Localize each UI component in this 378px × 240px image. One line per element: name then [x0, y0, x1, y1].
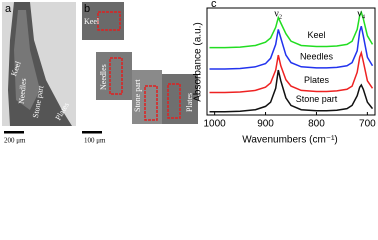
spectra-chart: c Wavenumbers (cm⁻¹) Absorbance (a.u.) 1… — [193, 0, 377, 146]
peak-annotation: ν₄ — [357, 8, 366, 19]
region-label: Needles — [99, 64, 108, 90]
region-label: Stone part — [133, 79, 142, 112]
page: {"panel_a": {"letter": "a", "labels": ["… — [2, 0, 377, 146]
region-label: Needles — [17, 78, 28, 104]
panel-letter: a — [5, 3, 12, 15]
x-tick-label: 800 — [308, 119, 325, 130]
panel-b: b Keel Needles Stone part Plates 100 μm — [82, 2, 198, 145]
x-tick-label: 700 — [359, 119, 376, 130]
shell-texture — [14, 10, 40, 110]
roi-box — [97, 11, 121, 31]
peak-annotation: ν₂ — [274, 8, 282, 19]
roi-box — [144, 85, 158, 121]
region-label: Keel — [84, 17, 100, 26]
panel-a: a Keel Needles Stone part Plates 200 μm — [2, 2, 76, 145]
roi-box — [167, 83, 181, 119]
scale-bar — [4, 131, 24, 134]
spectrum-line — [209, 50, 374, 94]
legend-label: Stone part — [296, 94, 338, 104]
scale-bar-label: 100 μm — [84, 137, 106, 145]
legend-label: Needles — [300, 51, 334, 61]
scale-bar — [82, 131, 102, 134]
y-axis-label: Absorbance (a.u.) — [193, 22, 204, 102]
x-tick-label: 900 — [257, 119, 274, 130]
figure: a Keel Needles Stone part Plates 200 μm … — [2, 0, 377, 146]
spectrum-line — [209, 10, 374, 49]
spectrum-line — [209, 25, 374, 70]
panel-letter: b — [84, 3, 90, 15]
panel-letter: c — [211, 0, 217, 10]
roi-box — [109, 57, 123, 95]
x-tick-label: 1000 — [204, 119, 227, 130]
scale-bar-label: 200 μm — [4, 137, 26, 145]
legend-label: Keel — [307, 30, 325, 40]
plot-frame — [206, 7, 376, 116]
micrograph — [96, 52, 132, 100]
spectrum-line — [209, 69, 374, 113]
region-label: Plates — [185, 93, 194, 112]
micrograph — [82, 2, 124, 40]
x-axis-label: Wavenumbers (cm⁻¹) — [242, 135, 337, 146]
legend-label: Plates — [304, 75, 330, 85]
